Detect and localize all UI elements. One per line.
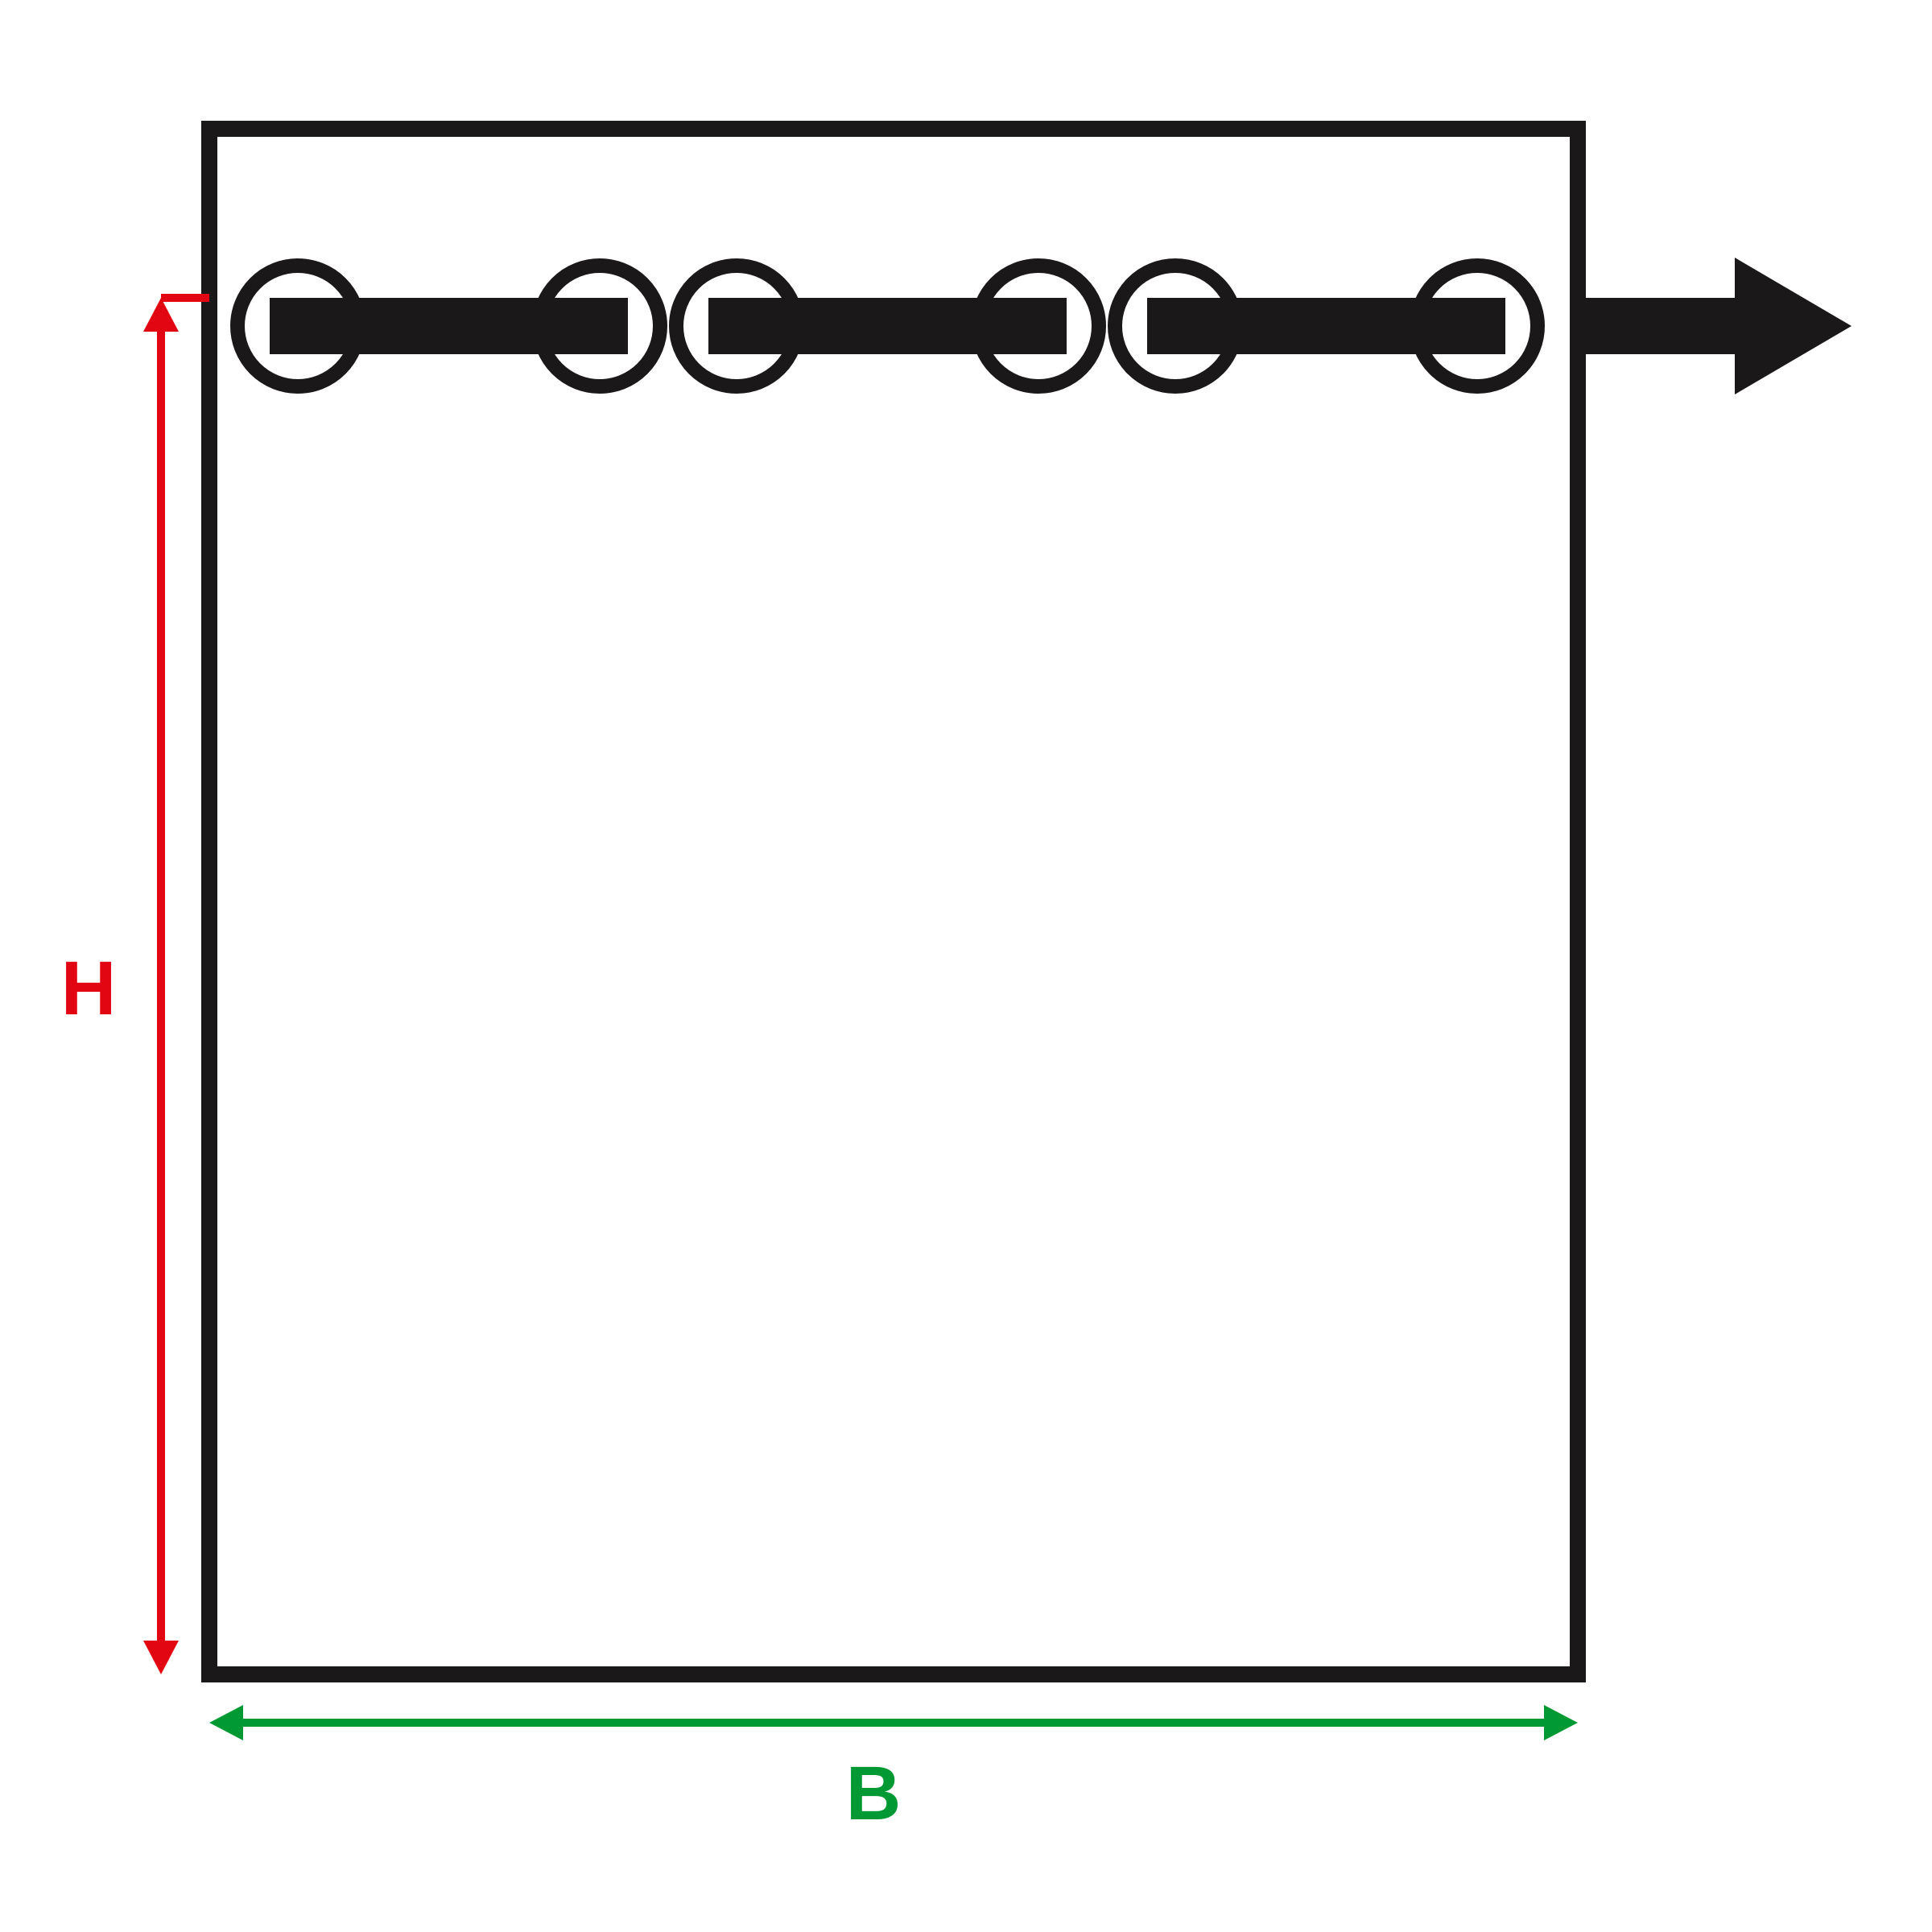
rod-segment-0 [270,298,628,354]
height-dim-label: H [61,946,117,1031]
canvas-background [0,0,1932,1932]
width-dim-label: B [846,1751,902,1836]
rod-segment-2 [1147,298,1505,354]
rod-arrow-shaft [1578,298,1735,354]
rod-segment-1 [708,298,1067,354]
